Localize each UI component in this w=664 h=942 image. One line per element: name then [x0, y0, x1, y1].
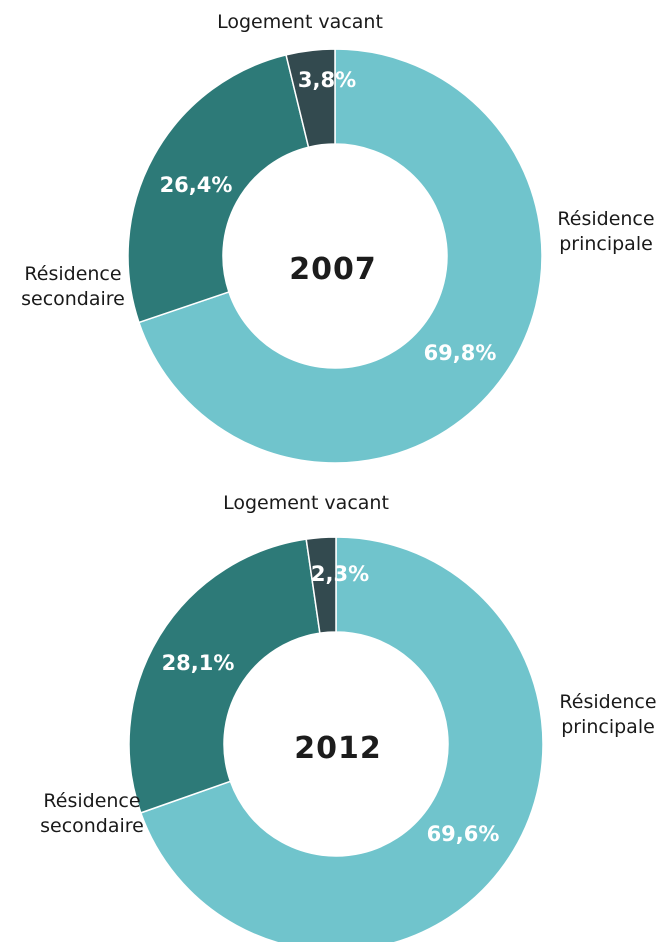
pct-label-residence-principale-2007: 69,8%: [424, 341, 497, 365]
label-residence-secondaire-line2-2012: secondaire: [40, 815, 144, 837]
slice-logement-vacant-2007: [285, 48, 336, 148]
pct-label-residence-secondaire-2007: 26,4%: [160, 173, 233, 197]
pct-label-logement-vacant-2012: 2,3%: [311, 562, 369, 586]
label-residence-secondaire-line1-2007: Résidence: [24, 263, 121, 285]
label-residence-principale-line2-2012: principale: [561, 716, 655, 738]
donut-chart-2012: 2012 69,6% 28,1% 2,3% Logement vacant Ré…: [40, 492, 657, 942]
label-residence-secondaire-line1-2012: Résidence: [43, 790, 140, 812]
label-logement-vacant-2007: Logement vacant: [217, 11, 383, 33]
label-residence-principale-line1-2007: Résidence: [557, 208, 654, 230]
slice-residence-secondaire-2012: [128, 538, 321, 814]
pct-label-residence-principale-2012: 69,6%: [427, 822, 500, 846]
donut-center-year-2012: 2012: [294, 731, 382, 766]
label-residence-principale-line1-2012: Résidence: [559, 691, 656, 713]
pct-label-logement-vacant-2007: 3,8%: [298, 68, 356, 92]
pct-label-residence-secondaire-2012: 28,1%: [162, 651, 235, 675]
donut-center-year-2007: 2007: [289, 252, 377, 287]
slice-residence-principale-2012: [140, 536, 544, 942]
slice-residence-secondaire-2007: [127, 54, 310, 324]
label-residence-principale-line2-2007: principale: [559, 233, 653, 255]
donut-chart-2007: 2007 69,8% 26,4% 3,8% Logement vacant Ré…: [21, 11, 655, 464]
label-residence-secondaire-line2-2007: secondaire: [21, 288, 125, 310]
label-logement-vacant-2012: Logement vacant: [223, 492, 389, 514]
slice-residence-principale-2007: [138, 48, 543, 464]
slice-logement-vacant-2012: [305, 536, 337, 634]
